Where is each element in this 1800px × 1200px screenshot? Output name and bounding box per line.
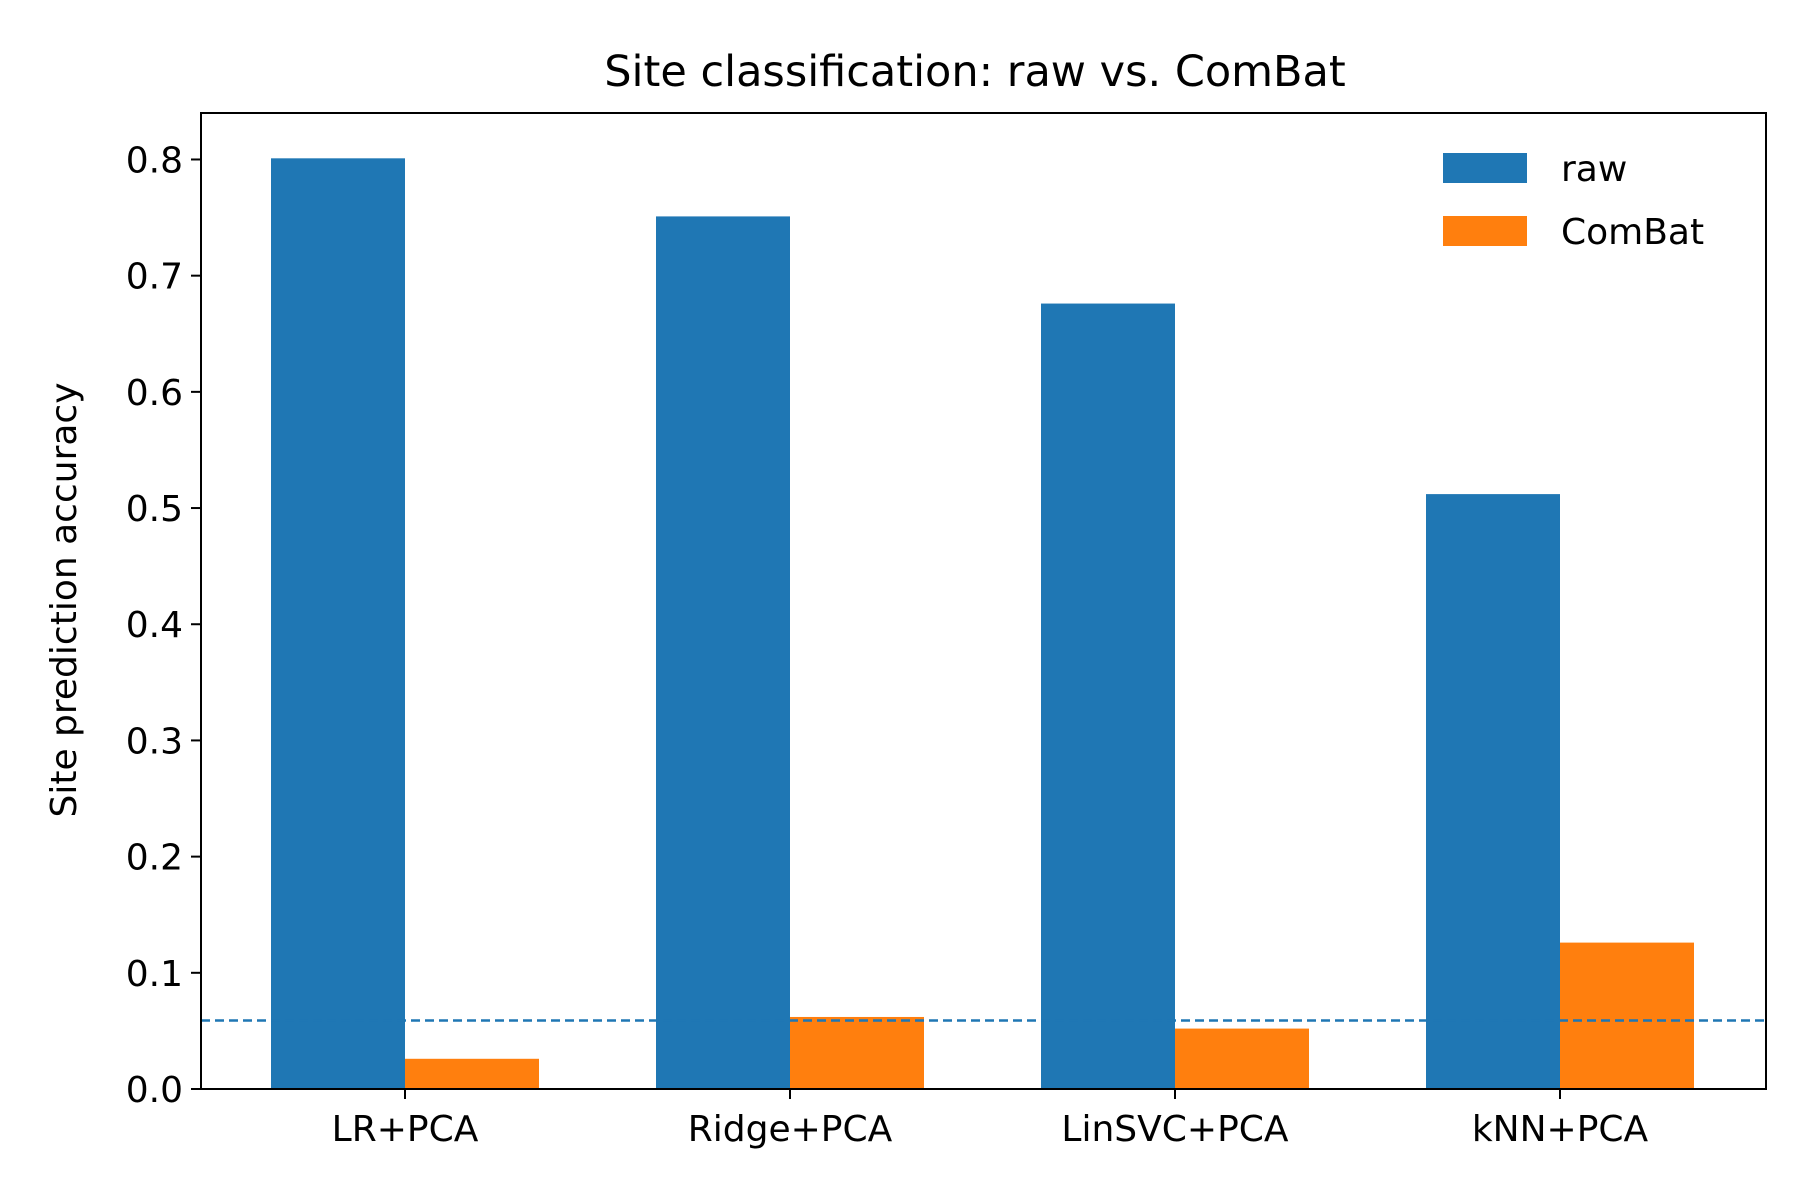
y-tick-label: 0.3 [126,721,183,762]
bar-combat-3 [1175,1028,1309,1089]
legend-swatch-combat [1443,216,1527,246]
bar-combat-2 [790,1016,924,1089]
plot-area: 0.0 0.1 0.2 0.3 0.4 0.5 0.6 0.7 0.8 LR+PCA Ridge+P… [126,140,1766,1150]
y-tick-label: 0.6 [126,373,183,414]
bar-raw-4 [1426,494,1560,1090]
x-tick-label: Ridge+PCA [688,1109,893,1150]
y-tick-label: 0.5 [126,489,183,530]
x-tick-label: kNN+PCA [1472,1109,1649,1150]
y-tick-label: 0.2 [126,838,183,879]
x-tick-label: LR+PCA [332,1109,479,1150]
bar-raw-1 [271,158,405,1090]
y-tick-label: 0.0 [126,1070,183,1111]
plot-frame [200,112,1767,1090]
legend-label-raw: raw [1561,149,1627,190]
y-tick-label: 0.8 [126,140,183,181]
bar-combat-1 [405,1058,539,1089]
bar-combat-4 [1560,942,1694,1089]
bar-raw-2 [656,216,790,1089]
y-axis-label: Site prediction accuracy [44,382,85,817]
chart-title: Site classification: raw vs. ComBat [604,47,1346,97]
y-tick-label: 0.4 [126,605,183,646]
legend: raw ComBat [1443,149,1704,253]
y-tick-label: 0.7 [126,257,183,298]
bar-raw-3 [1041,303,1175,1089]
legend-swatch-raw [1443,153,1527,183]
y-tick-label: 0.1 [126,954,183,995]
legend-label-combat: ComBat [1561,212,1704,253]
x-tick-label: LinSVC+PCA [1061,1109,1289,1150]
